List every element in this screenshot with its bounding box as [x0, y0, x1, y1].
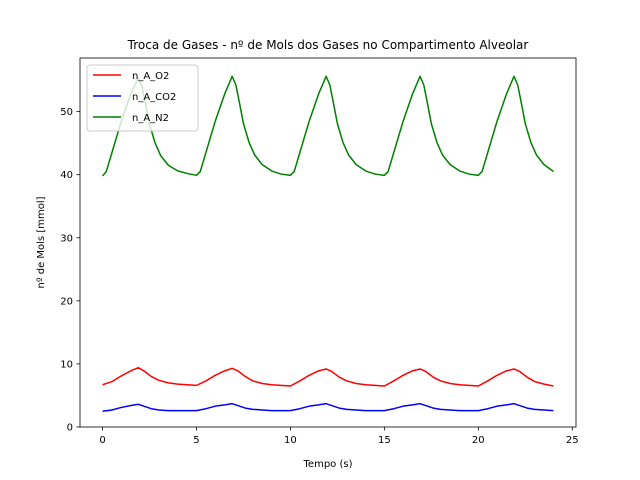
chart-title: Troca de Gases - nº de Mols dos Gases no…: [127, 38, 529, 52]
y-tick-label: 20: [60, 296, 73, 307]
series-line-n-a-n2: [101, 75, 554, 177]
x-tick-label: 15: [378, 435, 391, 446]
legend: n_A_O2 n_A_CO2 n_A_N2: [86, 64, 199, 132]
y-tick-label: 0: [67, 423, 73, 434]
legend-entry-label: n_A_O2: [132, 71, 169, 82]
series-layer: [101, 75, 554, 412]
y-tick-label: 40: [60, 170, 73, 181]
y-tick-label: 30: [60, 233, 73, 244]
plot-area: [79, 57, 577, 428]
x-tick-label: 20: [472, 435, 485, 446]
x-tick-label: 0: [99, 435, 105, 446]
plot-frame: [79, 57, 577, 428]
legend-entry-label: n_A_N2: [132, 113, 169, 124]
y-tick-label: 50: [60, 107, 73, 118]
x-axis: 0 5 10 15 20 25: [99, 427, 579, 446]
y-axis-label: nº de Mols [mmol]: [36, 196, 47, 288]
legend-box: [86, 64, 199, 132]
x-tick-label: 5: [193, 435, 199, 446]
x-axis-label: Tempo (s): [303, 459, 353, 470]
x-tick-label: 10: [284, 435, 297, 446]
x-tick-label: 25: [566, 435, 579, 446]
legend-entry-label: n_A_CO2: [132, 92, 176, 103]
y-axis: 0 10 20 30 40 50: [60, 107, 80, 434]
series-line-n-a-co2: [102, 402, 554, 412]
series-line-n-a-o2: [102, 366, 554, 387]
y-tick-label: 10: [60, 359, 73, 370]
